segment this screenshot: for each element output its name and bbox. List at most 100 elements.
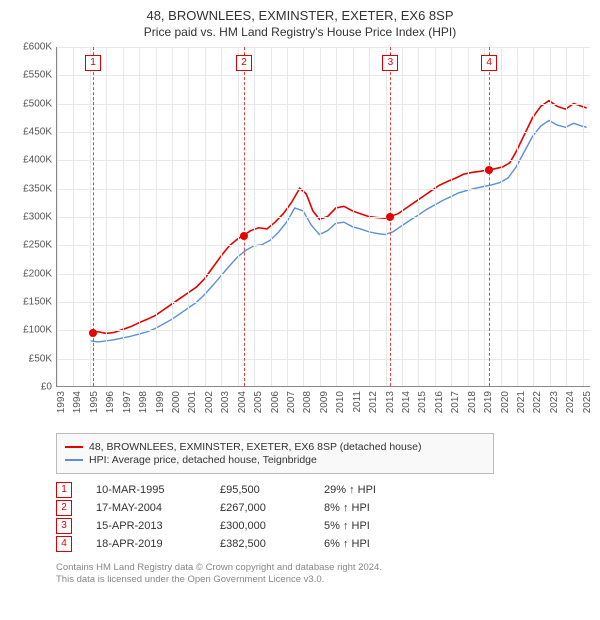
x-tick-label: 2000 (171, 391, 182, 413)
legend-swatch (65, 446, 83, 448)
sales-row: 1 10-MAR-1995 £95,500 29% ↑ HPI (56, 482, 590, 498)
x-tick-label: 2012 (368, 391, 379, 413)
grid-line-v (73, 47, 74, 386)
grid-line-v (484, 47, 485, 386)
sale-marker-box: 2 (236, 55, 252, 71)
sale-marker-box: 1 (85, 55, 101, 71)
grid-line-v (172, 47, 173, 386)
grid-line-v (238, 47, 239, 386)
grid-line-v (106, 47, 107, 386)
x-tick-label: 2001 (187, 391, 198, 413)
grid-line-v (57, 47, 58, 386)
grid-line-v (205, 47, 206, 386)
sale-num-box: 1 (56, 482, 72, 498)
y-tick-label: £550K (23, 70, 52, 81)
legend: 48, BROWNLEES, EXMINSTER, EXETER, EX6 8S… (56, 433, 494, 474)
footer-line: This data is licensed under the Open Gov… (56, 574, 590, 586)
grid-line-v (402, 47, 403, 386)
y-tick-label: £600K (23, 42, 52, 53)
x-tick-label: 2016 (434, 391, 445, 413)
x-tick-label: 2010 (335, 391, 346, 413)
grid-line-v (188, 47, 189, 386)
sales-row: 217-MAY-2004£267,0008% ↑ HPI (56, 500, 590, 516)
grid-line-v (451, 47, 452, 386)
sale-date: 18-APR-2019 (96, 538, 196, 550)
y-tick-label: £100K (23, 325, 52, 336)
x-tick-label: 2011 (352, 391, 363, 413)
chart-container: 48, BROWNLEES, EXMINSTER, EXETER, EX6 8S… (0, 0, 600, 597)
grid-line-v (418, 47, 419, 386)
x-tick-label: 1993 (56, 391, 67, 413)
footer-line: Contains HM Land Registry data © Crown c… (56, 562, 590, 574)
y-tick-label: £400K (23, 155, 52, 166)
y-tick-label: £500K (23, 98, 52, 109)
grid-line-v (271, 47, 272, 386)
x-tick-label: 2023 (549, 391, 560, 413)
grid-line-h (57, 217, 590, 218)
sale-marker-box: 4 (481, 55, 497, 71)
grid-line-v (533, 47, 534, 386)
y-tick-label: £350K (23, 183, 52, 194)
y-tick-label: £0 (41, 382, 52, 393)
y-tick-label: £200K (23, 268, 52, 279)
y-tick-label: £50K (29, 353, 52, 364)
sale-num-box: 4 (56, 536, 72, 552)
x-tick-label: 1997 (122, 391, 133, 413)
sales-table: 1 10-MAR-1995 £95,500 29% ↑ HPI 2 17-MAY-2004… (56, 482, 590, 552)
sale-point-dot (386, 213, 394, 221)
grid-line-v (303, 47, 304, 386)
x-tick-label: 2021 (516, 391, 527, 413)
grid-line-h (57, 245, 590, 246)
grid-line-v (139, 47, 140, 386)
x-tick-label: 1995 (89, 391, 100, 413)
y-tick-label: £250K (23, 240, 52, 251)
x-tick-label: 2007 (286, 391, 297, 413)
grid-line-h (57, 47, 590, 48)
grid-line-v (369, 47, 370, 386)
x-tick-label: 2019 (483, 391, 494, 413)
chart-subtitle: Price paid vs. HM Land Registry's House … (10, 25, 590, 39)
grid-line-h (57, 330, 590, 331)
grid-line-v (353, 47, 354, 386)
y-tick-label: £150K (23, 297, 52, 308)
sale-price: £382,500 (220, 538, 300, 550)
x-tick-label: 2003 (220, 391, 231, 413)
x-tick-label: 2014 (401, 391, 412, 413)
grid-line-h (57, 359, 590, 360)
sale-date: 17-MAY-2004 (96, 502, 196, 514)
grid-line-v (517, 47, 518, 386)
x-tick-label: 2017 (450, 391, 461, 413)
x-tick-label: 2018 (467, 391, 478, 413)
grid-line-h (57, 160, 590, 161)
grid-line-h (57, 104, 590, 105)
grid-line-h (57, 302, 590, 303)
sale-price: £267,000 (220, 502, 300, 514)
sale-marker-line (489, 47, 490, 386)
sale-point-dot (485, 166, 493, 174)
grid-line-v (435, 47, 436, 386)
sale-marker-box: 3 (382, 55, 398, 71)
sale-num-box: 2 (56, 500, 72, 516)
legend-swatch (65, 459, 83, 461)
grid-line-h (57, 132, 590, 133)
x-tick-label: 2004 (237, 391, 248, 413)
x-tick-label: 2006 (270, 391, 281, 413)
grid-line-v (123, 47, 124, 386)
grid-line-v (254, 47, 255, 386)
legend-item: 48, BROWNLEES, EXMINSTER, EXETER, EX6 8S… (65, 441, 485, 453)
x-tick-label: 2009 (319, 391, 330, 413)
sale-point-dot (89, 329, 97, 337)
grid-line-v (550, 47, 551, 386)
sale-price: £95,500 (220, 484, 300, 496)
grid-line-v (566, 47, 567, 386)
sale-delta: 29% ↑ HPI (324, 484, 414, 496)
grid-line-v (320, 47, 321, 386)
grid-line-v (336, 47, 337, 386)
x-tick-label: 2020 (500, 391, 511, 413)
grid-line-h (57, 274, 590, 275)
sale-date: 15-APR-2013 (96, 520, 196, 532)
x-tick-label: 2022 (532, 391, 543, 413)
sale-marker-line (244, 47, 245, 386)
sale-date: 10-MAR-1995 (96, 484, 196, 496)
x-tick-label: 2024 (565, 391, 576, 413)
